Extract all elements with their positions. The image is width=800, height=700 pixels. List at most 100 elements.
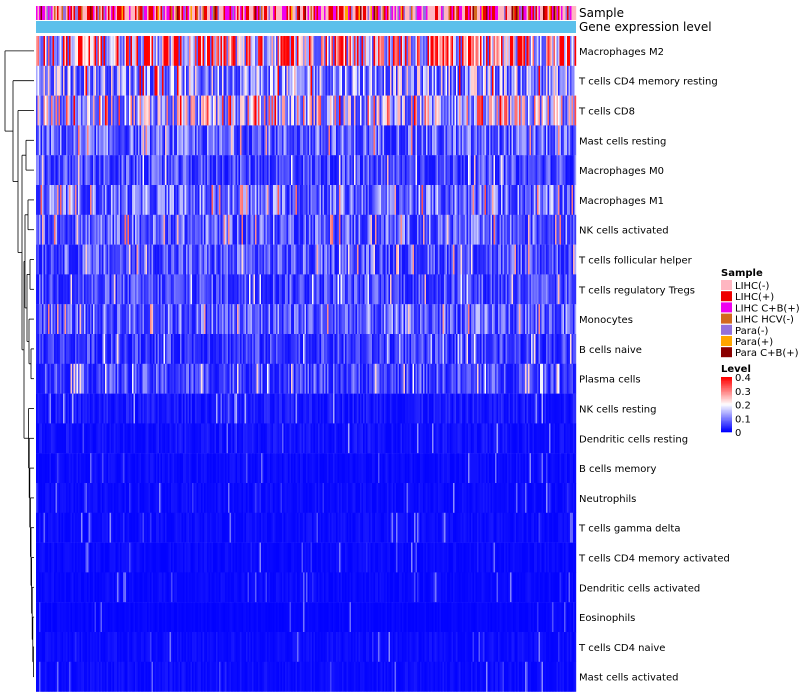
- heatmap-cell: [433, 125, 436, 156]
- heatmap-cell: [193, 65, 196, 96]
- heatmap-cell: [544, 125, 547, 156]
- heatmap-cell: [372, 36, 374, 66]
- heatmap-cell: [396, 155, 398, 186]
- heatmap-cell: [195, 214, 197, 245]
- sample-annotation-cell: [115, 6, 118, 20]
- heatmap-cell: [262, 304, 265, 335]
- heatmap-cell: [441, 65, 443, 96]
- heatmap-cell: [115, 334, 118, 364]
- track-label-sample: Sample: [579, 6, 624, 20]
- heatmap-cell: [169, 65, 172, 96]
- heatmap-cell: [399, 274, 401, 305]
- sample-annotation-cell: [544, 6, 547, 20]
- heatmap-cell: [411, 274, 413, 305]
- heatmap-cell: [403, 125, 406, 156]
- heatmap-cell: [63, 334, 65, 364]
- heatmap-cell: [198, 304, 200, 335]
- heatmap-cell: [157, 334, 160, 364]
- heatmap-cell: [381, 95, 383, 126]
- heatmap-cell: [211, 393, 214, 424]
- heatmap-cell: [144, 244, 146, 275]
- heatmap-cell: [360, 185, 362, 215]
- heatmap-cell: [252, 304, 254, 335]
- heatmap-cell: [568, 214, 571, 245]
- heatmap-cell: [553, 363, 556, 394]
- heatmap-cell: [384, 185, 386, 215]
- heatmap-cell: [490, 155, 493, 186]
- heatmap-cell: [381, 155, 383, 186]
- heatmap-cell: [529, 185, 532, 215]
- heatmap-cell: [52, 125, 55, 156]
- heatmap-cell: [528, 65, 530, 96]
- heatmap-cell: [369, 244, 371, 275]
- heatmap-cell: [501, 185, 503, 215]
- heatmap-cell: [147, 185, 149, 215]
- heatmap-cell: [448, 304, 451, 335]
- heatmap-cell: [61, 185, 64, 215]
- heatmap-cell: [502, 244, 505, 275]
- heatmap-cell: [487, 155, 490, 186]
- heatmap-cell: [45, 65, 47, 96]
- heatmap-cell: [525, 155, 527, 186]
- heatmap-cell: [547, 36, 550, 66]
- sample-annotation-cell: [127, 6, 130, 20]
- heatmap-cell: [318, 274, 320, 305]
- heatmap-cell: [442, 95, 445, 126]
- heatmap-cell: [466, 65, 469, 96]
- heatmap-cell: [117, 185, 119, 215]
- heatmap-cell: [334, 155, 337, 186]
- heatmap-cell: [258, 65, 260, 96]
- heatmap-cell: [465, 125, 467, 156]
- heatmap-cell: [184, 155, 187, 186]
- heatmap-cell: [327, 65, 329, 96]
- heatmap-cell: [513, 65, 515, 96]
- heatmap-cell: [337, 95, 340, 126]
- sample-annotation-cell: [159, 6, 161, 20]
- heatmap-cell: [187, 393, 190, 424]
- heatmap-cell: [214, 155, 217, 186]
- sample-annotation-track: [36, 6, 577, 20]
- heatmap-cell: [183, 274, 185, 305]
- sample-annotation-cell: [322, 6, 325, 20]
- heatmap-cell: [325, 393, 328, 424]
- heatmap-cell: [54, 65, 56, 96]
- heatmap-cell: [262, 274, 265, 305]
- heatmap-cell: [222, 185, 224, 215]
- heatmap-cell: [157, 95, 160, 126]
- heatmap-cell: [213, 155, 215, 186]
- heatmap-cell: [534, 185, 536, 215]
- heatmap-cell: [315, 393, 317, 424]
- heatmap-cell: [189, 95, 191, 126]
- heatmap-cell: [291, 244, 293, 275]
- heatmap-cell: [546, 125, 548, 156]
- heatmap-cell: [513, 244, 515, 275]
- heatmap-cell: [250, 95, 253, 126]
- heatmap-cell: [472, 185, 475, 215]
- heatmap-cell: [307, 36, 310, 66]
- heatmap-cell: [423, 244, 425, 275]
- heatmap-cell: [453, 125, 455, 156]
- heatmap-cell: [60, 155, 62, 186]
- heatmap-cell: [228, 363, 230, 394]
- heatmap-cell: [289, 214, 292, 245]
- heatmap-cell: [99, 393, 101, 424]
- heatmap-cell: [222, 155, 224, 186]
- heatmap-cell: [297, 304, 299, 335]
- sample-annotation-cell: [180, 6, 182, 20]
- heatmap-cell: [133, 36, 136, 66]
- heatmap-cell: [312, 304, 314, 335]
- heatmap-cell: [153, 185, 155, 215]
- sample-annotation-cell: [471, 6, 473, 20]
- heatmap-cell: [360, 274, 362, 305]
- heatmap-cell: [501, 95, 503, 126]
- heatmap-cell: [477, 185, 479, 215]
- heatmap-cell: [433, 274, 436, 305]
- heatmap-cell: [360, 155, 362, 186]
- heatmap-cell: [301, 155, 304, 186]
- sample-annotation-cell: [234, 6, 236, 20]
- heatmap-cell: [238, 155, 241, 186]
- heatmap-cell: [450, 36, 452, 66]
- heatmap-cell: [459, 125, 461, 156]
- heatmap-cell: [496, 155, 499, 186]
- heatmap-cell: [508, 334, 511, 364]
